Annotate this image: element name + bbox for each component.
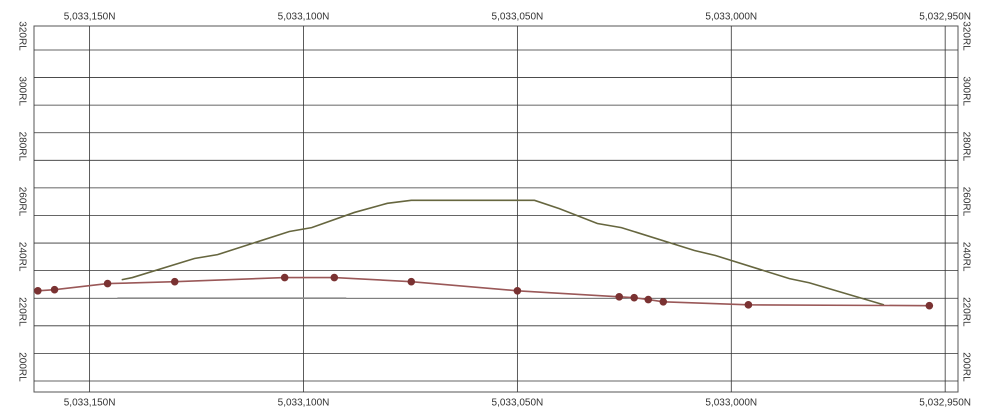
point-marker: [615, 293, 623, 301]
x-tick-label: 5,033,000N: [705, 398, 757, 409]
point-marker: [407, 277, 416, 286]
y-tick-label: 280RL: [960, 132, 971, 162]
point-marker: [103, 279, 112, 288]
point-marker: [330, 273, 339, 282]
y-tick-label: 320RL: [16, 21, 27, 51]
series-line: [121, 199, 885, 306]
x-tick-label: 5,033,100N: [278, 12, 330, 23]
x-tick-label: 5,033,150N: [64, 12, 116, 23]
x-tick-label: 5,033,150N: [64, 398, 116, 409]
y-tick-label: 240RL: [16, 242, 27, 272]
point-marker: [925, 301, 934, 310]
point-marker: [659, 298, 668, 306]
point-marker: [744, 301, 753, 309]
x-tick-label: 5,033,100N: [278, 398, 330, 409]
point-marker: [50, 285, 59, 294]
x-tick-label: 5,033,050N: [492, 12, 544, 23]
y-tick-label: 300RL: [16, 76, 27, 106]
y-tick-label: 200RL: [16, 352, 27, 382]
x-tick-label: 5,033,050N: [492, 398, 544, 409]
y-tick-label: 260RL: [16, 187, 27, 217]
y-tick-label: 320RL: [960, 21, 971, 51]
x-tick-label: 5,032,950N: [919, 398, 971, 409]
x-tick-label: 5,033,000N: [705, 12, 757, 23]
point-marker: [34, 286, 42, 295]
y-tick-label: 260RL: [960, 187, 971, 217]
point-marker: [170, 277, 179, 286]
point-marker: [644, 295, 653, 304]
y-tick-label: 220RL: [16, 297, 27, 327]
y-tick-label: 200RL: [960, 352, 971, 382]
plot-frame: [33, 25, 959, 393]
point-marker: [280, 273, 289, 282]
point-marker: [513, 286, 522, 295]
point-marker: [630, 293, 638, 302]
y-tick-label: 220RL: [960, 297, 971, 327]
y-tick-label: 300RL: [960, 76, 971, 106]
y-tick-label: 240RL: [960, 242, 971, 272]
y-tick-label: 280RL: [16, 132, 27, 162]
x-tick-label: 5,032,950N: [919, 12, 971, 23]
